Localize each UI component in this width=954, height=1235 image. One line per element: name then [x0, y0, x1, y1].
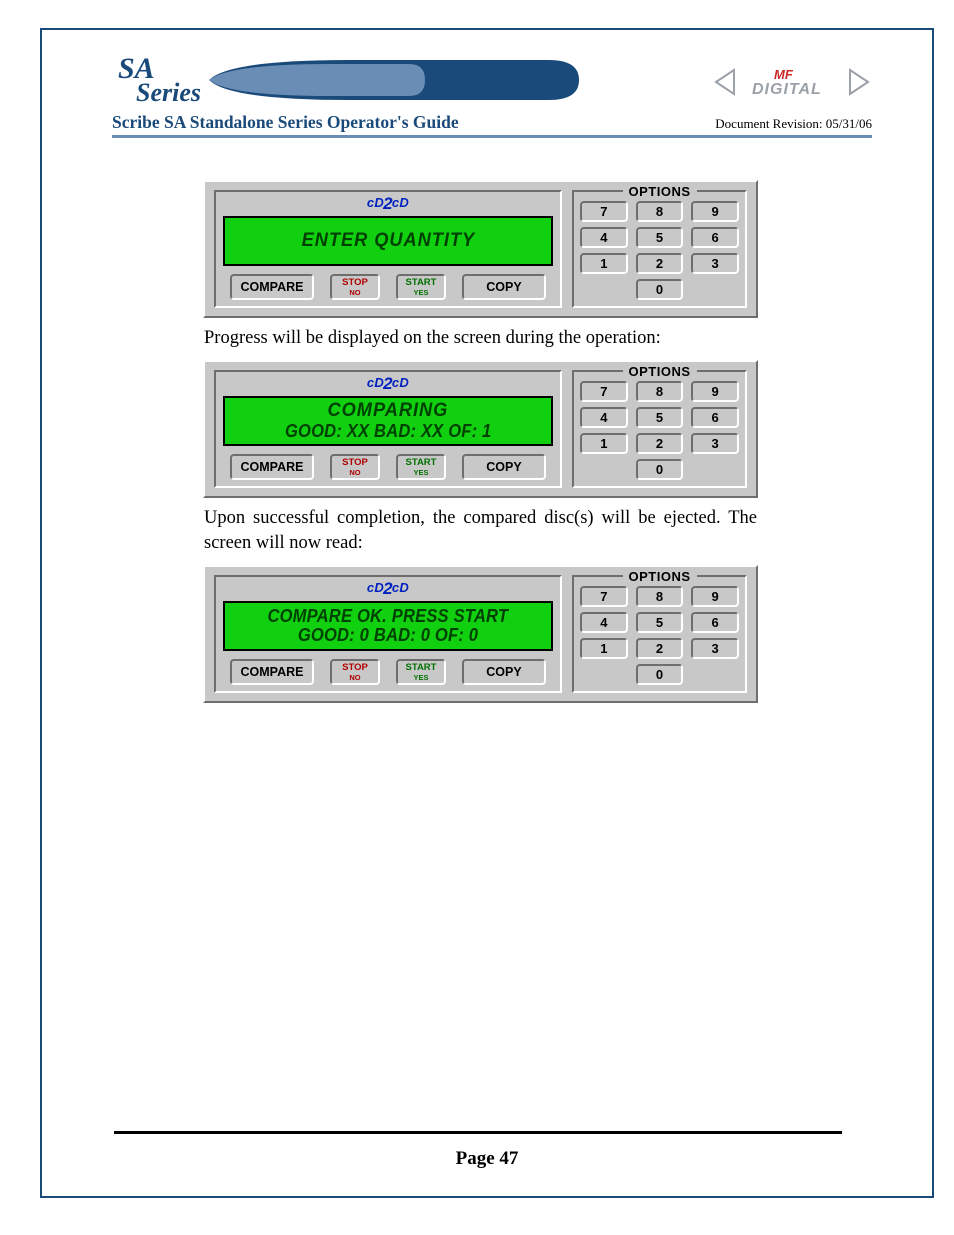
- device-panel: cD2cD ENTER QUANTITY COMPARE STOPNO STARTYES…: [203, 180, 758, 318]
- keypad-grid: 789 456 1230: [580, 381, 739, 480]
- keypad-key-2[interactable]: 2: [636, 433, 684, 454]
- sa-series-logo: SA Series: [118, 56, 201, 104]
- keypad-key-2[interactable]: 2: [636, 638, 684, 659]
- content-area: cD2cD ENTER QUANTITY COMPARE STOPNO STARTYES…: [134, 180, 827, 703]
- panel-1-wrap: cD2cD ENTER QUANTITY COMPARE STOPNO STARTYES…: [134, 180, 827, 318]
- options-keypad: OPTIONS7894561230: [572, 575, 747, 693]
- keypad-key-6[interactable]: 6: [691, 407, 739, 428]
- options-keypad: OPTIONS7894561230: [572, 370, 747, 488]
- lcd-module: cD2cDCOMPARINGGOOD: XX BAD: XX OF: 1COMP…: [214, 370, 562, 488]
- keypad-key-9[interactable]: 9: [691, 381, 739, 402]
- stop-button[interactable]: STOPNO: [330, 454, 380, 480]
- options-keypad: OPTIONS7894561230: [572, 190, 747, 308]
- keypad-grid: 789 456 1230: [580, 586, 739, 685]
- body-paragraph-2: Upon successful completion, the compared…: [204, 506, 757, 555]
- lcd-screen: COMPARINGGOOD: XX BAD: XX OF: 1: [223, 396, 553, 446]
- keypad-key-3[interactable]: 3: [691, 253, 739, 274]
- start-button[interactable]: STARTYES: [396, 659, 446, 685]
- copy-button[interactable]: COPY: [462, 659, 546, 685]
- keypad-key-4[interactable]: 4: [580, 612, 628, 633]
- svg-text:MF: MF: [774, 67, 794, 82]
- svg-text:DIGITAL: DIGITAL: [752, 81, 822, 98]
- body-paragraph-1: Progress will be displayed on the screen…: [204, 326, 757, 350]
- stop-button[interactable]: STOPNO: [330, 274, 380, 300]
- keypad-key-9[interactable]: 9: [691, 201, 739, 222]
- start-button[interactable]: STARTYES: [396, 454, 446, 480]
- keypad-key-4[interactable]: 4: [580, 407, 628, 428]
- keypad-key-2[interactable]: 2: [636, 253, 684, 274]
- compare-button[interactable]: COMPARE: [230, 659, 314, 685]
- keypad-key-1[interactable]: 1: [580, 638, 628, 659]
- keypad-key-7[interactable]: 7: [580, 201, 628, 222]
- panel-2-wrap: cD2cDCOMPARINGGOOD: XX BAD: XX OF: 1COMP…: [134, 360, 827, 498]
- header-revision: Document Revision: 05/31/06: [715, 116, 872, 132]
- panel-3-wrap: cD2cDCOMPARE OK. PRESS STARTGOOD: 0 BAD:…: [134, 565, 827, 703]
- options-label: OPTIONS: [622, 364, 696, 379]
- lcd-screen: ENTER QUANTITY: [223, 216, 553, 266]
- cd2cd-logo: cD2cD: [367, 194, 409, 214]
- keypad-key-5[interactable]: 5: [636, 227, 684, 248]
- keypad-key-3[interactable]: 3: [691, 638, 739, 659]
- page-number: Page 47: [42, 1148, 932, 1170]
- lcd-screen: COMPARE OK. PRESS STARTGOOD: 0 BAD: 0 OF…: [223, 601, 553, 651]
- keypad-key-8[interactable]: 8: [636, 201, 684, 222]
- keypad-key-1[interactable]: 1: [580, 433, 628, 454]
- stop-button[interactable]: STOPNO: [330, 659, 380, 685]
- keypad-key-6[interactable]: 6: [691, 612, 739, 633]
- keypad-key-0[interactable]: 0: [636, 459, 684, 480]
- mf-digital-logo: MF DIGITAL: [712, 64, 872, 100]
- keypad-key-5[interactable]: 5: [636, 407, 684, 428]
- device-panel: cD2cDCOMPARINGGOOD: XX BAD: XX OF: 1COMP…: [203, 360, 758, 498]
- keypad-key-4[interactable]: 4: [580, 227, 628, 248]
- keypad-key-1[interactable]: 1: [580, 253, 628, 274]
- start-button[interactable]: STARTYES: [396, 274, 446, 300]
- copy-button[interactable]: COPY: [462, 274, 546, 300]
- sa-logo-bottom: Series: [136, 82, 201, 104]
- keypad-key-8[interactable]: 8: [636, 381, 684, 402]
- compare-button[interactable]: COMPARE: [230, 454, 314, 480]
- copy-button[interactable]: COPY: [462, 454, 546, 480]
- options-label: OPTIONS: [622, 569, 696, 584]
- lcd-line: ENTER QUANTITY: [301, 231, 475, 252]
- lcd-module: cD2cDCOMPARE OK. PRESS STARTGOOD: 0 BAD:…: [214, 575, 562, 693]
- keypad-key-8[interactable]: 8: [636, 586, 684, 607]
- compare-button[interactable]: COMPARE: [230, 274, 314, 300]
- lcd-line: GOOD: XX BAD: XX OF: 1: [285, 422, 491, 441]
- header: SA Series MF DIGITAL Scribe SA Standalon…: [112, 50, 872, 138]
- header-text-row: Scribe SA Standalone Series Operator's G…: [112, 112, 872, 138]
- cd2cd-logo: cD2cD: [367, 374, 409, 394]
- cd2cd-logo: cD2cD: [367, 579, 409, 599]
- keypad-key-7[interactable]: 7: [580, 381, 628, 402]
- keypad-key-9[interactable]: 9: [691, 586, 739, 607]
- keypad-key-0[interactable]: 0: [636, 664, 684, 685]
- keypad-key-5[interactable]: 5: [636, 612, 684, 633]
- button-row: COMPARE STOPNO STARTYES COPY: [222, 274, 554, 300]
- button-row: COMPARE STOPNO STARTYES COPY: [222, 454, 554, 480]
- lcd-module: cD2cD ENTER QUANTITY COMPARE STOPNO STARTYES…: [214, 190, 562, 308]
- keypad-key-6[interactable]: 6: [691, 227, 739, 248]
- keypad-key-3[interactable]: 3: [691, 433, 739, 454]
- keypad-key-7[interactable]: 7: [580, 586, 628, 607]
- button-row: COMPARE STOPNO STARTYES COPY: [222, 659, 554, 685]
- keypad-grid: 789 456 1230: [580, 201, 739, 300]
- lcd-line: COMPARING: [328, 401, 449, 422]
- header-banner: SA Series MF DIGITAL: [112, 50, 872, 110]
- lcd-line: COMPARE OK. PRESS START: [268, 607, 509, 626]
- device-panel: cD2cDCOMPARE OK. PRESS STARTGOOD: 0 BAD:…: [203, 565, 758, 703]
- footer-rule: [114, 1131, 842, 1134]
- keypad-key-0[interactable]: 0: [636, 279, 684, 300]
- page-border: SA Series MF DIGITAL Scribe SA Standalon…: [40, 28, 934, 1198]
- header-title: Scribe SA Standalone Series Operator's G…: [112, 112, 459, 133]
- lcd-line: GOOD: 0 BAD: 0 OF: 0: [298, 626, 478, 645]
- options-label: OPTIONS: [622, 184, 696, 199]
